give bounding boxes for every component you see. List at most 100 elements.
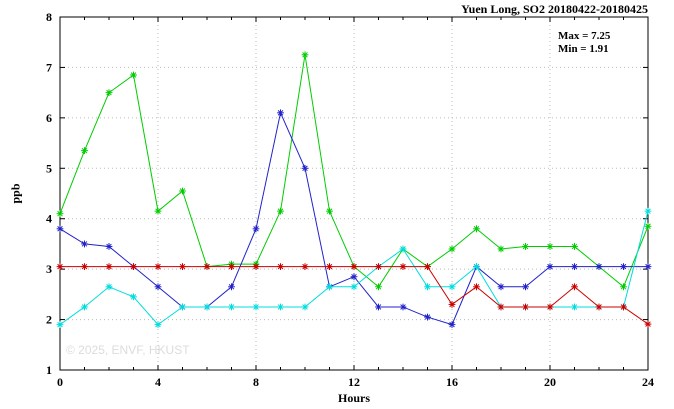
data-point-marker [204,304,210,310]
data-point-marker [277,263,284,270]
data-point-marker [645,263,651,270]
data-point-marker [571,304,578,310]
data-point-marker [204,263,210,270]
data-point-marker [155,208,161,214]
data-point-marker [522,284,529,290]
data-point-marker [351,284,357,290]
data-point-marker [326,263,333,270]
data-point-marker [179,188,186,194]
data-point-marker [424,314,431,320]
y-tick-label: 1 [46,363,52,377]
y-tick-label: 7 [46,60,52,74]
data-point-marker [351,273,357,280]
max-min-annotation: Max = 7.25 Min = 1.91 [558,30,610,56]
data-point-marker [130,294,137,300]
data-point-marker [277,110,284,116]
data-point-marker [155,263,161,270]
data-point-marker [302,263,308,270]
data-point-marker [130,263,137,270]
data-point-marker [498,246,504,252]
data-point-marker [228,263,235,270]
data-point-marker [596,304,602,310]
data-point-marker [400,263,406,270]
data-point-marker [302,165,308,172]
data-point-marker [547,263,553,270]
data-point-marker [449,301,455,308]
data-point-marker [620,263,627,270]
data-point-marker [473,263,480,270]
data-point-marker [228,304,235,310]
data-point-marker [302,304,308,310]
data-point-marker [253,304,259,310]
data-point-marker [645,223,651,230]
data-point-marker [326,284,333,290]
data-point-marker [57,226,63,232]
data-point-marker [449,321,455,328]
max-label: Max = 7.25 [558,30,611,42]
data-point-marker [351,263,357,270]
data-point-marker [375,284,382,290]
data-point-marker [179,304,186,310]
data-point-marker [473,226,480,232]
data-point-marker [449,284,455,290]
data-point-marker [57,321,63,328]
data-point-marker [228,284,235,290]
data-point-marker [620,284,627,290]
data-point-marker [449,246,455,252]
data-point-marker [106,284,112,290]
y-tick-label: 5 [46,161,52,175]
chart-title: Yuen Long, SO2 20180422-20180425 [461,2,648,16]
data-point-marker [81,304,88,310]
y-tick-label: 8 [46,10,52,24]
data-point-marker [130,72,137,78]
data-point-marker [277,304,284,310]
y-axis-label: ppb [8,183,23,204]
data-point-marker [253,263,259,270]
data-point-marker [424,263,431,270]
data-point-marker [547,243,553,250]
min-label: Min = 1.91 [558,43,609,55]
data-point-marker [81,263,88,270]
y-tick-label: 2 [46,313,52,327]
data-point-marker [473,284,480,290]
x-tick-label: 4 [155,375,161,389]
data-point-marker [522,243,529,250]
x-axis-label: Hours [337,391,370,405]
data-point-marker [155,284,161,290]
data-point-marker [106,89,112,96]
data-point-marker [375,304,382,310]
data-point-marker [400,246,406,252]
x-tick-label: 24 [642,375,654,389]
x-tick-label: 8 [253,375,259,389]
x-tick-label: 12 [348,375,360,389]
watermark: © 2025, ENVF, HKUST [66,343,190,357]
data-point-marker [571,284,578,290]
data-point-marker [596,263,602,270]
data-point-marker [81,147,88,154]
data-point-marker [375,263,382,270]
data-point-marker [498,284,504,290]
data-point-marker [57,263,63,270]
data-point-marker [620,304,627,310]
data-point-marker [106,263,112,270]
data-point-marker [253,226,259,232]
data-point-marker [522,304,529,310]
x-tick-label: 20 [544,375,556,389]
data-point-marker [571,263,578,270]
y-tick-label: 3 [46,262,52,276]
x-tick-label: 0 [57,375,63,389]
data-point-marker [179,263,186,270]
data-point-marker [571,243,578,250]
data-point-marker [302,52,308,58]
data-point-marker [81,241,88,247]
data-point-marker [106,243,112,250]
data-point-marker [645,208,651,214]
data-point-marker [424,284,431,290]
y-tick-label: 6 [46,111,52,125]
x-tick-label: 16 [446,375,458,389]
data-point-marker [57,210,63,217]
data-point-marker [400,304,406,310]
data-point-marker [277,208,284,214]
